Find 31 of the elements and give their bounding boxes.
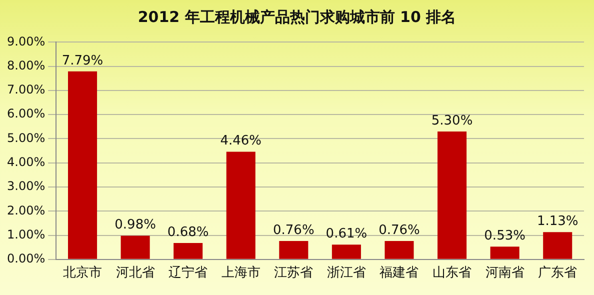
x-tick-label: 浙江省 bbox=[326, 266, 366, 281]
y-tick-label: 0.00% bbox=[6, 252, 46, 266]
y-tick-label: 6.00% bbox=[6, 106, 46, 121]
data-label: 0.53% bbox=[484, 228, 526, 244]
y-tick-label: 1.00% bbox=[6, 227, 46, 242]
x-tick-label: 辽宁省 bbox=[168, 264, 208, 281]
chart-title: 2012 年工程机械产品热门求购城市前 10 排名 bbox=[136, 7, 458, 28]
x-tick-label: 江苏省 bbox=[274, 266, 314, 281]
x-tick-label: 北京市 bbox=[63, 266, 102, 281]
data-label: 0.98% bbox=[114, 218, 156, 233]
y-tick-label: 7.00% bbox=[6, 82, 46, 97]
y-tick-label: 5.00% bbox=[6, 130, 46, 145]
data-label: 0.76% bbox=[273, 222, 314, 238]
data-label: 0.61% bbox=[326, 226, 368, 242]
data-label: 0.76% bbox=[378, 222, 420, 238]
x-tick-label: 河北省 bbox=[116, 266, 155, 281]
x-tick-label: 山东省 bbox=[432, 266, 472, 281]
y-tick-label: 9.00% bbox=[6, 34, 46, 48]
x-tick-label: 河南省 bbox=[485, 266, 524, 281]
data-label: 4.46% bbox=[220, 134, 262, 149]
data-label: 5.30% bbox=[431, 113, 473, 128]
y-tick-label: 4.00% bbox=[6, 154, 46, 169]
y-tick-label: 8.00% bbox=[6, 58, 46, 72]
data-label: 0.68% bbox=[167, 224, 209, 240]
x-tick-label: 福建省 bbox=[380, 266, 419, 281]
x-tick-label: 上海市 bbox=[221, 266, 260, 281]
y-tick-label: 2.00% bbox=[6, 203, 46, 218]
data-label: 1.13% bbox=[536, 214, 578, 230]
x-tick-label: 广东省 bbox=[538, 266, 578, 281]
y-tick-label: 3.00% bbox=[6, 179, 46, 194]
data-label: 7.79% bbox=[62, 53, 104, 68]
